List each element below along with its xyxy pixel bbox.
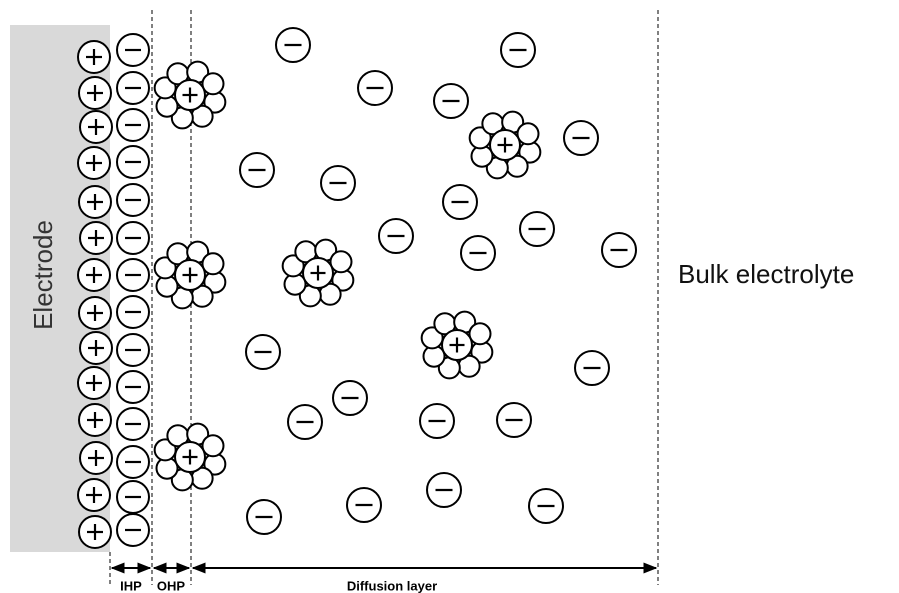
solvent	[469, 323, 490, 344]
solvent	[202, 435, 223, 456]
solvent	[202, 253, 223, 274]
ions	[78, 28, 636, 548]
solvent	[202, 73, 223, 94]
diffusion-label: Diffusion layer	[347, 578, 437, 593]
electrode-label: Electrode	[28, 220, 58, 330]
ohp-label: OHP	[157, 578, 186, 593]
solvent	[330, 251, 351, 272]
solvent	[517, 123, 538, 144]
bulk-label: Bulk electrolyte	[678, 259, 854, 289]
double-layer-diagram: Electrode IHP OHP Diffusion layer Bulk e…	[0, 0, 899, 593]
ihp-label: IHP	[120, 578, 142, 593]
